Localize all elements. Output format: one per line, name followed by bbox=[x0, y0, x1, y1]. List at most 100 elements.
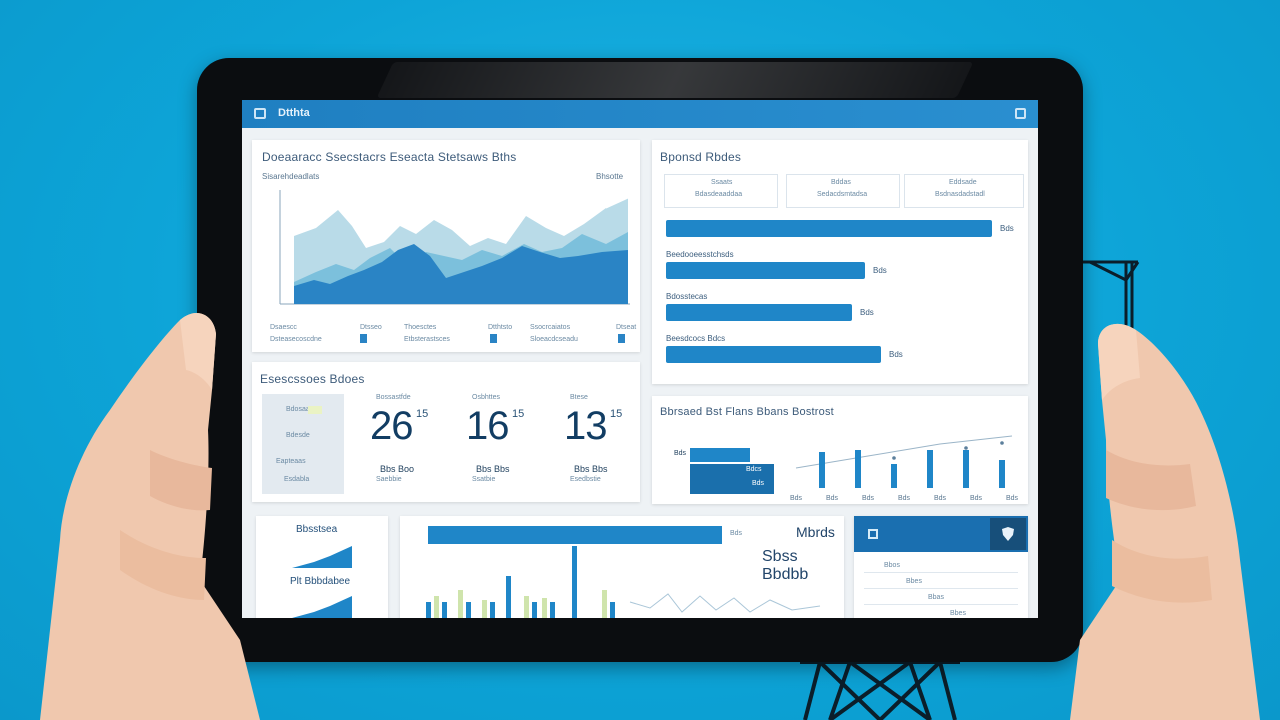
mid-bar bbox=[482, 600, 487, 618]
stacked-block: Bds Bdcs Bds bbox=[662, 448, 774, 494]
bottom-right-icon[interactable] bbox=[868, 529, 878, 539]
bottom-right-row-label: Bbes bbox=[906, 578, 922, 585]
trend-panel-title: Bbrsaed Bst Flans Bbans Bostrost bbox=[660, 406, 834, 418]
bottom-right-row-label: Bbas bbox=[928, 594, 944, 601]
app-logo-icon[interactable] bbox=[254, 108, 266, 119]
bars-tab-line2: Bsdnasdadstadl bbox=[935, 191, 985, 198]
trend-bar bbox=[999, 460, 1005, 488]
area-chart bbox=[279, 190, 630, 305]
mid-bar bbox=[532, 602, 537, 618]
legend-swatch bbox=[618, 334, 625, 343]
mid-bar bbox=[490, 602, 495, 618]
trend-bar bbox=[819, 452, 825, 488]
hbar[interactable] bbox=[666, 262, 865, 279]
bottom-left-area-1 bbox=[292, 546, 352, 568]
mid-bar bbox=[434, 596, 439, 618]
legend-label: Thoesctes bbox=[404, 324, 437, 331]
bottom-mid-bar-value: Bds bbox=[730, 530, 743, 537]
app-header: Dtthta bbox=[242, 100, 1038, 128]
stats-panel-title: Esescssoes Bdoes bbox=[260, 372, 365, 386]
mid-bar bbox=[458, 590, 463, 618]
mid-bar bbox=[610, 602, 615, 618]
stats-side-item: Esdabla bbox=[284, 476, 310, 483]
kpi-foot2: Esedbstie bbox=[570, 476, 601, 483]
stacked-block-bottom bbox=[690, 464, 774, 494]
bars-panel: Bponsd Rbdes Ssaats Bdasdeaaddaa Bddas S… bbox=[652, 140, 1028, 384]
bottom-right-row-line bbox=[864, 572, 1018, 573]
hbar-value: Bds bbox=[1000, 224, 1014, 233]
trend-axis-label: Bds bbox=[1006, 495, 1019, 502]
trend-axis-label: Bds bbox=[970, 495, 983, 502]
stats-side-card[interactable]: Bdosaa Bdesde Eapteaas Esdabla bbox=[262, 394, 344, 494]
stacked-label: Bdcs bbox=[746, 466, 762, 473]
left-hand bbox=[40, 312, 260, 720]
bars-tab[interactable]: Ssaats Bdasdeaaddaa bbox=[664, 174, 778, 208]
legend-line: Dsteasecoscdne bbox=[270, 336, 322, 343]
area-chart-title: Doeaaracc Ssecstacrs Eseacta Stetsaws Bt… bbox=[262, 150, 517, 164]
legend-swatch bbox=[360, 334, 367, 343]
mid-bar bbox=[466, 602, 471, 618]
bottom-mid-bars bbox=[426, 546, 821, 618]
stacked-label: Bds bbox=[674, 450, 687, 457]
window-icon[interactable] bbox=[1015, 108, 1026, 119]
kpi-number: 16 bbox=[466, 404, 509, 448]
stacked-block-top bbox=[690, 448, 750, 462]
kpi-foot2: Ssatbie bbox=[472, 476, 496, 483]
stats-side-item: Bdosaa bbox=[286, 406, 310, 413]
bars-tab-line1: Bddas bbox=[831, 179, 851, 186]
bars-tab-line2: Sedacdsmtadsa bbox=[817, 191, 868, 198]
legend-value: Dtthtsto bbox=[488, 324, 513, 331]
area-series-line bbox=[605, 197, 629, 209]
kpi-label: Osbhttes bbox=[472, 394, 501, 401]
kpi-foot: Bbs Bbs bbox=[476, 464, 510, 474]
hbar-value: Bds bbox=[860, 308, 874, 317]
kpi-number: 26 bbox=[370, 404, 413, 448]
hbar[interactable] bbox=[666, 220, 992, 237]
hbar-label: Beesdcocs Bdcs bbox=[666, 334, 726, 343]
mid-bar bbox=[426, 602, 431, 618]
trend-panel: Bbrsaed Bst Flans Bbans Bostrost Bds Bdc… bbox=[652, 396, 1028, 504]
bottom-left-label: Bbsstsea bbox=[296, 524, 338, 535]
bars-tab-line1: Eddsade bbox=[949, 179, 977, 186]
trend-point bbox=[964, 446, 968, 450]
area-chart-corner-label[interactable]: Bhsotte bbox=[596, 172, 624, 181]
kpi-label: Btese bbox=[570, 394, 588, 401]
bars-tab[interactable]: Eddsade Bsdnasdadstadl bbox=[904, 174, 1024, 208]
trend-bar bbox=[927, 450, 933, 488]
hbar[interactable] bbox=[666, 346, 881, 363]
hbar[interactable] bbox=[666, 304, 852, 321]
kpi-foot2: Saebbie bbox=[376, 476, 402, 483]
bottom-right-shield-block[interactable] bbox=[990, 518, 1026, 550]
legend-line: Etbsterastsces bbox=[404, 336, 450, 343]
trend-axis-label: Bds bbox=[862, 495, 875, 502]
mid-bar bbox=[572, 546, 577, 618]
mid-trend-line bbox=[629, 593, 821, 613]
bars-tab[interactable]: Bddas Sedacdsmtadsa bbox=[786, 174, 900, 208]
screen-glare bbox=[376, 62, 974, 98]
trend-axis-label: Bds bbox=[790, 495, 803, 502]
trend-axis-label: Bds bbox=[826, 495, 839, 502]
trend-chart: Bds Bds Bds Bds Bds Bds Bds bbox=[790, 435, 1019, 502]
legend-swatch bbox=[490, 334, 497, 343]
area-chart-panel: Doeaaracc Ssecstacrs Eseacta Stetsaws Bt… bbox=[252, 140, 640, 352]
bottom-right-row-line bbox=[864, 588, 1018, 589]
trend-point bbox=[1000, 441, 1004, 445]
trend-axis-label: Bds bbox=[934, 495, 947, 502]
mid-bar bbox=[442, 602, 447, 618]
legend-value: Dtsseo bbox=[360, 324, 382, 331]
kpi-foot: Bbs Boo bbox=[380, 464, 415, 474]
trend-bar bbox=[855, 450, 861, 488]
bottom-mid-bar bbox=[428, 526, 722, 544]
trend-line bbox=[795, 435, 1013, 469]
legend-label: Dsaescc bbox=[270, 324, 297, 331]
stats-side-highlight bbox=[308, 406, 322, 414]
hbar-label: Bdosstecas bbox=[666, 292, 708, 301]
bottom-right-header bbox=[854, 516, 1028, 552]
bottom-left-label: Plt Bbbdabee bbox=[290, 576, 351, 587]
hbar-value: Bds bbox=[873, 266, 887, 275]
trend-bar bbox=[963, 450, 969, 488]
stats-panel: Esescssoes Bdoes Bdosaa Bdesde Eapteaas … bbox=[252, 362, 640, 502]
bottom-right-row-label: Bbes bbox=[950, 610, 966, 617]
area-chart-subtitle: Sisarehdeadlats bbox=[262, 172, 320, 181]
hbar-value: Bds bbox=[889, 350, 903, 359]
